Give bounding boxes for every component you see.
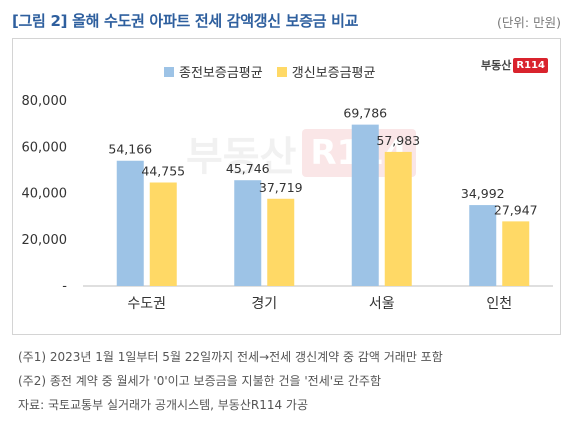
x-tick-label: 수도권: [127, 296, 166, 312]
brand-text: 부동산: [481, 59, 512, 72]
data-label: 44,755: [141, 164, 185, 179]
data-label: 57,983: [376, 133, 420, 148]
bar-prev: [351, 124, 379, 286]
y-tick-label: 60,000: [22, 140, 68, 155]
bar-chart: - 20,000 40,000 60,000 80,000 54,166 44,755 수도권…: [22, 94, 553, 312]
bar-renew: [267, 198, 295, 286]
legend-label-prev: 종전보증금평균: [179, 66, 263, 81]
chart-panel: 부동산 R114 - 20,000 40,000 60,000 80,000 54,166…: [12, 38, 561, 335]
bar-prev: [469, 205, 497, 286]
unit-label: (단위: 만원): [497, 15, 561, 30]
data-label: 34,992: [461, 186, 505, 201]
y-tick-label: 40,000: [22, 187, 68, 202]
legend: 종전보증금평균 갱신보증금평균: [164, 62, 389, 81]
bar-renew: [502, 221, 530, 286]
bar-prev: [116, 160, 144, 286]
footnotes: (주1) 2023년 1월 1일부터 5월 22일까지 전세→전세 갱신계약 중…: [18, 345, 443, 417]
x-tick-label: 서울: [369, 296, 395, 312]
legend-swatch-prev: [164, 66, 174, 77]
source-note: 자료: 국토교통부 실거래가 공개시스템, 부동산R114 가공: [18, 398, 309, 412]
x-tick-label: 인천: [486, 296, 512, 312]
footnote-2: (주2) 종전 계약 중 월세가 '0'이고 보증금을 지불한 건을 '전세'로…: [18, 374, 382, 388]
y-tick-label: 80,000: [22, 94, 68, 109]
bar-prev: [234, 180, 262, 286]
data-label: 37,719: [259, 180, 303, 195]
legend-label-renew: 갱신보증금평균: [291, 66, 376, 81]
data-label: 54,166: [108, 142, 152, 157]
footnote-1: (주1) 2023년 1월 1일부터 5월 22일까지 전세→전세 갱신계약 중…: [18, 350, 443, 364]
y-tick-label: 20,000: [22, 233, 68, 248]
chart-title: [그림 2] 올해 수도권 아파트 전세 감액갱신 보증금 비교: [12, 12, 359, 30]
legend-item-renew: 갱신보증금평균: [276, 62, 376, 81]
data-label: 69,786: [343, 106, 387, 121]
data-label: 45,746: [226, 161, 270, 176]
brand-logo: 부동산 R114: [481, 57, 548, 73]
legend-item-prev: 종전보증금평균: [164, 62, 263, 81]
brand-box: R114: [513, 57, 548, 73]
x-tick-label: 경기: [251, 296, 277, 312]
data-label: 27,947: [494, 202, 538, 217]
legend-swatch-renew: [276, 66, 287, 77]
bar-renew: [384, 151, 412, 286]
y-tick-label: -: [62, 279, 67, 294]
bar-renew: [149, 182, 177, 286]
